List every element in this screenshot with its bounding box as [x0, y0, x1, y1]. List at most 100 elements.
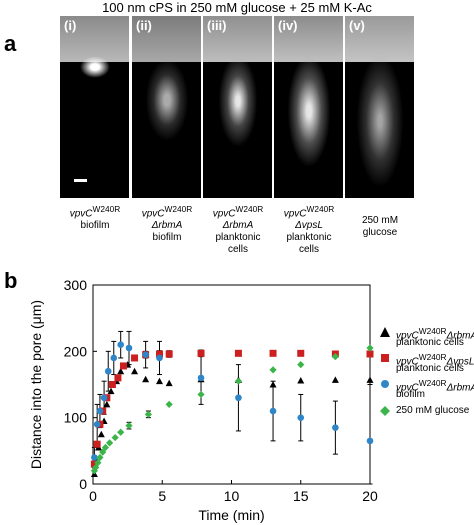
allele: W240R	[92, 204, 121, 214]
data-point-circle	[117, 341, 124, 349]
data-point-diamond	[111, 433, 119, 442]
legend-label: 250 mM glucose	[396, 405, 470, 416]
x-tick-label: 0	[89, 488, 97, 504]
data-point-triangle	[165, 379, 173, 387]
data-point-diamond	[94, 459, 102, 467]
data-point-diamond	[99, 448, 107, 456]
data-point-diamond	[366, 344, 374, 352]
data-point-square	[119, 362, 127, 370]
data-point-square	[90, 460, 98, 468]
micrograph-ii: (ii)	[132, 16, 201, 198]
data-point-diamond	[125, 422, 133, 430]
data-point-triangle	[331, 376, 339, 383]
micrograph-iv: (iv)	[274, 16, 343, 198]
data-point-circle	[104, 367, 112, 375]
data-point-square	[234, 349, 242, 357]
allele: W240R	[306, 204, 335, 214]
data-point-square	[197, 349, 205, 357]
gene-name: vpvC	[396, 356, 419, 368]
reservoir-region	[60, 16, 129, 62]
y-axis-label: Distance into the pore (μm)	[28, 300, 44, 469]
triangle-marker-icon	[380, 327, 390, 337]
legend-line2: biofilm	[396, 389, 425, 400]
data-point-triangle	[107, 387, 115, 395]
data-point-diamond	[101, 443, 110, 452]
data-point-square	[269, 349, 277, 357]
gene-name: vpvC	[283, 208, 307, 220]
data-point-diamond	[117, 428, 125, 436]
panel-letter-a: a	[4, 31, 17, 56]
data-point-triangle	[155, 377, 163, 385]
data-point-diamond	[269, 366, 277, 374]
fluorescence-glow	[219, 56, 257, 146]
data-point-circle	[297, 414, 305, 421]
caption-line: biofilm	[80, 220, 110, 232]
caption-line: planktonic	[215, 232, 261, 244]
micrograph-i: (i)	[60, 16, 129, 198]
data-point-diamond	[165, 400, 173, 408]
data-point-diamond	[144, 410, 152, 418]
deletion: ΔrbmA	[446, 330, 474, 342]
square-marker-icon	[381, 354, 389, 362]
reservoir-region	[132, 16, 201, 62]
fluorescence-glow	[146, 60, 188, 140]
image-label: (i)	[64, 18, 77, 33]
caption-line: biofilm	[152, 232, 182, 244]
data-point-diamond	[234, 377, 243, 385]
panel-letter-b: b	[4, 268, 18, 293]
data-point-diamond	[106, 439, 114, 447]
image-label: (iii)	[207, 18, 227, 33]
scale-bar	[74, 179, 87, 182]
allele: W240R	[418, 378, 447, 388]
legend-line2: planktonic cells	[396, 337, 464, 348]
data-point-square	[131, 354, 139, 362]
allele: W240R	[164, 204, 193, 214]
circle-marker-icon	[381, 380, 389, 388]
data-point-circle	[197, 374, 205, 382]
fluorescence-glow	[357, 56, 403, 186]
data-point-square	[155, 350, 163, 358]
gene-name: vpvC	[396, 330, 419, 342]
fluorescence-glow	[288, 56, 330, 166]
data-point-triangle	[142, 375, 150, 383]
data-point-triangle	[131, 367, 139, 375]
y-tick-label: 300	[64, 277, 88, 293]
data-point-circle	[156, 354, 163, 362]
caption-line: 250 mM	[361, 215, 399, 226]
data-point-circle	[93, 421, 101, 428]
data-point-square	[366, 350, 374, 358]
x-tick-label: 20	[362, 488, 378, 504]
data-point-circle	[125, 344, 133, 352]
legend-line2: planktonic cells	[396, 363, 464, 374]
x-tick-label: 10	[224, 488, 240, 504]
error-bars	[91, 330, 373, 485]
x-tick-label: 5	[158, 488, 166, 504]
data-point-circle	[332, 424, 339, 431]
image-label: (ii)	[136, 18, 152, 33]
diamond-marker-icon	[380, 406, 390, 416]
data-markers	[90, 341, 374, 478]
allele: W240R	[418, 326, 447, 336]
data-point-triangle	[269, 381, 277, 388]
caption-v: 250 mM glucose	[343, 203, 417, 239]
data-point-square	[108, 381, 116, 388]
micrograph-iii: (iii)	[203, 16, 272, 198]
caption-line: cells	[298, 244, 319, 256]
deletion: ΔvpsL	[295, 220, 323, 232]
data-point-square	[93, 440, 101, 448]
data-point-diamond	[96, 453, 104, 462]
caption-line: glucose	[362, 227, 398, 238]
caption-line: planktonic	[286, 232, 332, 244]
reservoir-region	[274, 16, 343, 62]
allele: W240R	[418, 352, 447, 362]
fluorescence-glow	[80, 56, 110, 78]
micrograph-v: (v)	[345, 16, 414, 198]
deletion: ΔrbmA	[151, 220, 183, 232]
x-tick-label: 15	[293, 488, 309, 504]
data-point-square	[165, 350, 173, 358]
gene-name: vpvC	[141, 208, 165, 220]
plot-frame	[92, 284, 371, 485]
chart-axes: 0 100 200 300 0 5 10 15 20 Time (min) Distance int…	[28, 277, 378, 523]
caption-line: cells	[227, 244, 248, 256]
caption-iv: vpvCW240R ΔvpsL planktonic cells	[272, 203, 346, 256]
